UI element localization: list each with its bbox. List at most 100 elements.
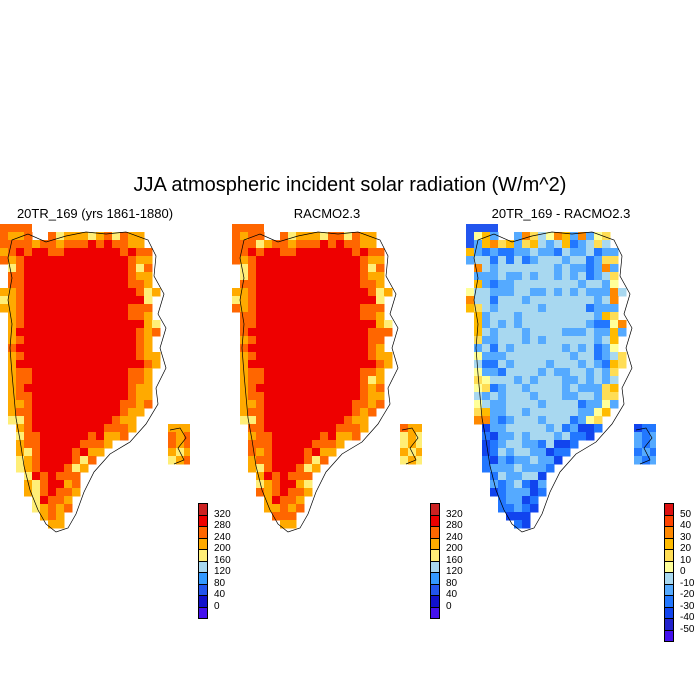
grid-cell bbox=[112, 336, 121, 345]
grid-cell bbox=[248, 352, 257, 361]
grid-cell bbox=[506, 464, 515, 473]
grid-cell bbox=[344, 360, 353, 369]
grid-cell bbox=[562, 416, 571, 425]
grid-cell bbox=[144, 328, 153, 337]
grid-cell bbox=[368, 296, 377, 305]
grid-cell bbox=[272, 424, 281, 433]
colorbar-label: -40 bbox=[680, 612, 695, 623]
grid-cell bbox=[320, 336, 329, 345]
grid-cell bbox=[16, 240, 25, 249]
grid-cell bbox=[594, 256, 603, 265]
grid-cell bbox=[610, 320, 619, 329]
grid-cell bbox=[96, 320, 105, 329]
grid-cell bbox=[80, 456, 89, 465]
grid-cell bbox=[32, 296, 41, 305]
grid-cell bbox=[360, 400, 369, 409]
grid-cell bbox=[530, 400, 539, 409]
grid-cell bbox=[320, 344, 329, 353]
grid-cell bbox=[24, 280, 33, 289]
grid-cell bbox=[498, 480, 507, 489]
grid-cell bbox=[120, 296, 129, 305]
grid-cell bbox=[48, 480, 57, 489]
grid-cell bbox=[530, 256, 539, 265]
grid-cell bbox=[498, 408, 507, 417]
grid-cell bbox=[8, 408, 17, 417]
grid-cell bbox=[368, 352, 377, 361]
grid-cell bbox=[498, 296, 507, 305]
grid-cell bbox=[232, 240, 240, 248]
grid-cell bbox=[578, 304, 587, 313]
grid-cell bbox=[490, 296, 499, 305]
grid-cell bbox=[80, 368, 89, 377]
colorbar-label: 40 bbox=[680, 520, 692, 531]
grid-cell bbox=[8, 416, 17, 425]
grid-cell bbox=[376, 304, 385, 313]
grid-cell bbox=[490, 232, 499, 241]
grid-cell bbox=[280, 288, 289, 297]
grid-cell bbox=[80, 440, 89, 449]
grid-cell bbox=[602, 304, 611, 313]
grid-cell bbox=[522, 432, 531, 441]
grid-cell bbox=[72, 240, 81, 249]
grid-cell bbox=[522, 448, 531, 457]
grid-cell bbox=[562, 248, 571, 257]
grid-cell bbox=[64, 408, 73, 417]
grid-cell bbox=[256, 368, 265, 377]
grid-cell bbox=[546, 448, 555, 457]
grid-cell bbox=[546, 304, 555, 313]
grid-cell bbox=[368, 288, 377, 297]
grid-cell bbox=[40, 272, 49, 281]
grid-cell bbox=[32, 464, 41, 473]
grid-cell bbox=[80, 256, 89, 265]
grid-cell bbox=[144, 360, 153, 369]
grid-cell bbox=[248, 392, 257, 401]
grid-cell bbox=[474, 272, 483, 281]
grid-cell bbox=[280, 464, 289, 473]
colorbar-label: 80 bbox=[214, 577, 226, 589]
grid-cell bbox=[88, 392, 97, 401]
grid-cell bbox=[256, 400, 265, 409]
grid-cell bbox=[546, 336, 555, 345]
grid-cell bbox=[530, 272, 539, 281]
grid-cell bbox=[594, 288, 603, 297]
grid-cell bbox=[490, 488, 499, 497]
grid-cell bbox=[320, 384, 329, 393]
grid-cell bbox=[336, 376, 345, 385]
grid-cell bbox=[32, 352, 41, 361]
grid-cell bbox=[522, 480, 531, 489]
grid-cell bbox=[272, 288, 281, 297]
grid-cell bbox=[586, 296, 595, 305]
grid-cell bbox=[128, 352, 137, 361]
grid-cell bbox=[328, 296, 337, 305]
grid-cell bbox=[56, 336, 65, 345]
grid-cell bbox=[474, 296, 483, 305]
grid-cell bbox=[328, 240, 337, 249]
grid-cell bbox=[368, 336, 377, 345]
grid-cell bbox=[112, 344, 121, 353]
grid-cell bbox=[498, 304, 507, 313]
colorbar-label: 240 bbox=[446, 531, 463, 543]
grid-cell bbox=[352, 232, 361, 241]
grid-cell bbox=[312, 424, 321, 433]
grid-cell bbox=[514, 456, 523, 465]
grid-cell bbox=[312, 368, 321, 377]
grid-cell bbox=[466, 224, 474, 232]
grid-cell bbox=[538, 360, 547, 369]
grid-cell bbox=[498, 464, 507, 473]
grid-cell bbox=[312, 456, 321, 465]
grid-cell bbox=[522, 360, 531, 369]
grid-cell bbox=[570, 416, 579, 425]
grid-cell bbox=[482, 336, 491, 345]
grid-cell bbox=[522, 464, 531, 473]
grid-cell bbox=[538, 344, 547, 353]
grid-cell bbox=[56, 504, 65, 513]
grid-cell bbox=[24, 384, 33, 393]
grid-cell bbox=[506, 256, 515, 265]
grid-cell bbox=[88, 336, 97, 345]
grid-cell bbox=[506, 416, 515, 425]
grid-cell bbox=[320, 392, 329, 401]
grid-cell bbox=[56, 240, 65, 249]
grid-cell bbox=[304, 464, 313, 473]
grid-cell bbox=[344, 344, 353, 353]
grid-cell bbox=[16, 336, 25, 345]
